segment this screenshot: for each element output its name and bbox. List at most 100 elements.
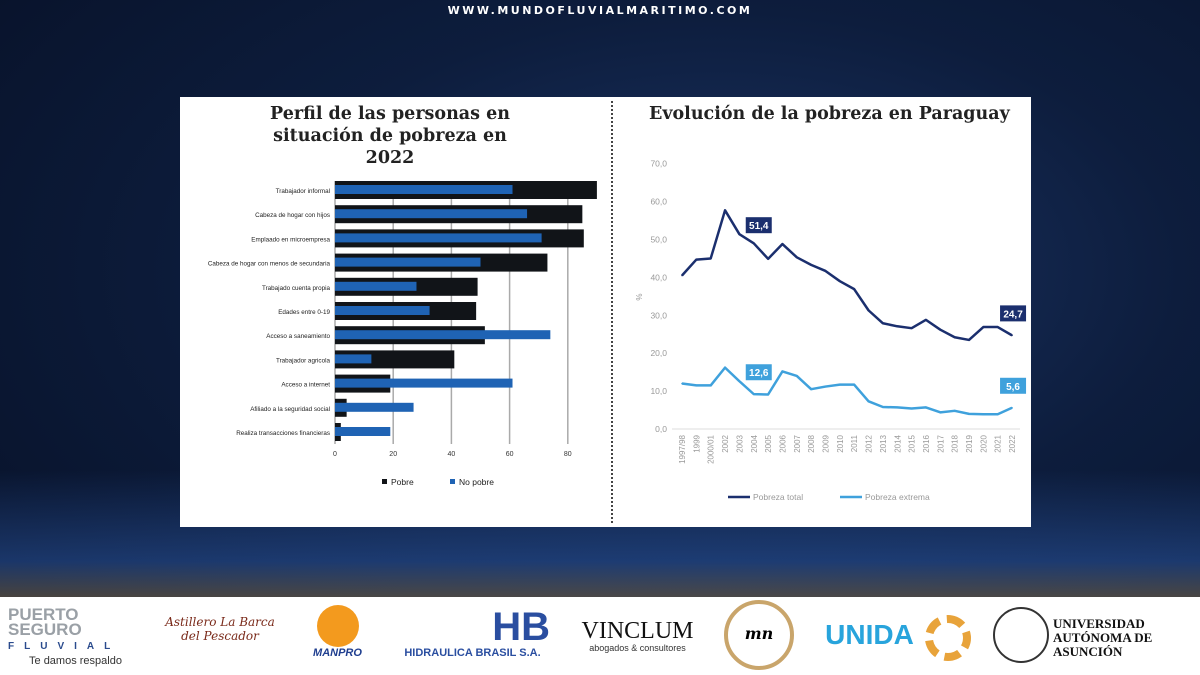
data-point [853, 383, 855, 386]
charts-svg: 0 20 40 60 80 Trabajador informal Cabeza de ho… [208, 159, 1027, 502]
category-label: Emplaado en microempresa [251, 236, 330, 243]
data-point [996, 413, 999, 416]
x-tick-label: 0 [333, 451, 337, 458]
data-point [681, 382, 683, 385]
data-point [896, 325, 899, 328]
logo-hidraulica-brasil: HB HIDRAULICA BRASIL S.A. [404, 605, 550, 659]
legend-label: No pobre [459, 477, 494, 487]
y-tick-label: 10,0 [650, 386, 667, 396]
dotted-divider [611, 101, 613, 523]
data-point [939, 328, 942, 331]
data-label-box [745, 217, 772, 234]
data-label: 12,6 [749, 368, 769, 379]
logo-mn: mn [724, 600, 794, 670]
x-tick-label: 2021 [994, 434, 1003, 452]
category-label: Trabajado cuenta propia [262, 285, 331, 292]
x-tick-label: 2005 [764, 434, 773, 452]
data-point [839, 280, 841, 282]
category-label: Edades entre 0-19 [278, 309, 330, 316]
x-tick-label: 2006 [778, 434, 787, 452]
y-tick-label: 50,0 [650, 235, 667, 245]
x-tick-label: 2010 [836, 434, 845, 452]
data-point [709, 257, 712, 260]
x-tick-label: 2003 [735, 434, 744, 452]
data-point [867, 400, 870, 403]
data-point [824, 385, 827, 388]
data-point [810, 388, 812, 391]
x-tick-label: 2019 [965, 434, 974, 452]
data-point [910, 327, 913, 329]
logo-vinclum: VINCLUM abogados & consultores [581, 618, 694, 653]
data-point [767, 393, 769, 396]
category-label: Cabeza de hogar con hijos [255, 212, 330, 219]
data-point [781, 243, 784, 245]
data-point [867, 309, 870, 312]
logo-la-barca: Astillero La Barca del Pescador [165, 615, 275, 643]
y-tick-label: 60,0 [650, 197, 667, 207]
x-tick-label: 2007 [793, 434, 802, 452]
logo-puerto-seguro: PUERTO SEGURO FLUVIAL Te damos respaldo [8, 605, 122, 667]
data-point [1011, 406, 1013, 409]
category-label: Realiza transacciones financieras [236, 430, 330, 437]
logo-manpro: MANPRO [310, 605, 365, 659]
x-tick-label: 2017 [936, 434, 945, 452]
y-tick-label: 0,0 [655, 424, 667, 434]
bar-no-pobre [335, 233, 542, 243]
data-point [882, 406, 884, 408]
bar-no-pobre [335, 354, 372, 364]
legend-swatch [450, 479, 455, 484]
data-label-box [1000, 305, 1027, 322]
bar-no-pobre [335, 378, 513, 388]
x-tick-label: 1997/98 [678, 434, 687, 463]
data-point [982, 326, 985, 328]
sdg-wheel-icon [925, 615, 971, 661]
data-label-box [1000, 377, 1027, 394]
website-url: WWW.MUNDOFLUVIALMARITIMO.COM [447, 4, 753, 17]
x-tick-label: 2002 [721, 434, 730, 452]
category-label: Afiliado a la seguridad social [250, 406, 330, 413]
data-point [839, 383, 841, 386]
sponsor-strip: PUERTO SEGURO FLUVIAL Te damos respaldo … [0, 597, 1200, 675]
y-tick-label: 20,0 [650, 348, 667, 358]
x-tick-label: 2022 [1008, 434, 1017, 452]
x-tick-label: 20 [389, 451, 397, 458]
data-point [724, 209, 726, 212]
data-point [968, 339, 970, 341]
line-chart-title: Evolución de la pobreza en Paraguay [649, 104, 1010, 124]
bar-no-pobre [335, 306, 430, 315]
university-seal-icon [993, 607, 1049, 663]
data-point [738, 380, 741, 383]
x-tick-label: 40 [448, 451, 456, 458]
data-point [925, 319, 927, 321]
legend-swatch [382, 479, 387, 484]
data-point [695, 258, 698, 261]
data-point [781, 370, 784, 373]
data-point [910, 407, 913, 410]
y-tick-label: 70,0 [650, 159, 667, 169]
data-point [767, 258, 769, 260]
data-label: 5,6 [1006, 382, 1020, 393]
line-pobreza-total [681, 209, 1013, 342]
category-label: Trabajador agricola [276, 357, 331, 364]
bar-no-pobre [335, 209, 528, 219]
data-point [953, 336, 956, 339]
bar-no-pobre [335, 330, 551, 340]
bar-no-pobre [335, 402, 414, 412]
y-tick-label: 30,0 [650, 310, 667, 320]
data-point [681, 274, 683, 277]
y-axis-label: % [635, 293, 644, 300]
data-label: 51,4 [749, 221, 769, 232]
x-tick-label: 2009 [822, 434, 831, 452]
data-point [925, 406, 927, 409]
bar-no-pobre [335, 257, 481, 267]
bar-no-pobre [335, 427, 391, 436]
bar-no-pobre [335, 281, 417, 291]
legend-label: Pobre [391, 477, 414, 487]
bar-no-pobre [335, 185, 513, 194]
y-tick-label: 40,0 [650, 272, 667, 282]
data-point [738, 233, 741, 235]
category-label: Acceso a saneamiento [266, 333, 330, 340]
x-tick-label: 60 [506, 451, 514, 458]
category-label: Acceso a internet [281, 382, 330, 389]
logo-unida: UNIDA [825, 619, 914, 650]
